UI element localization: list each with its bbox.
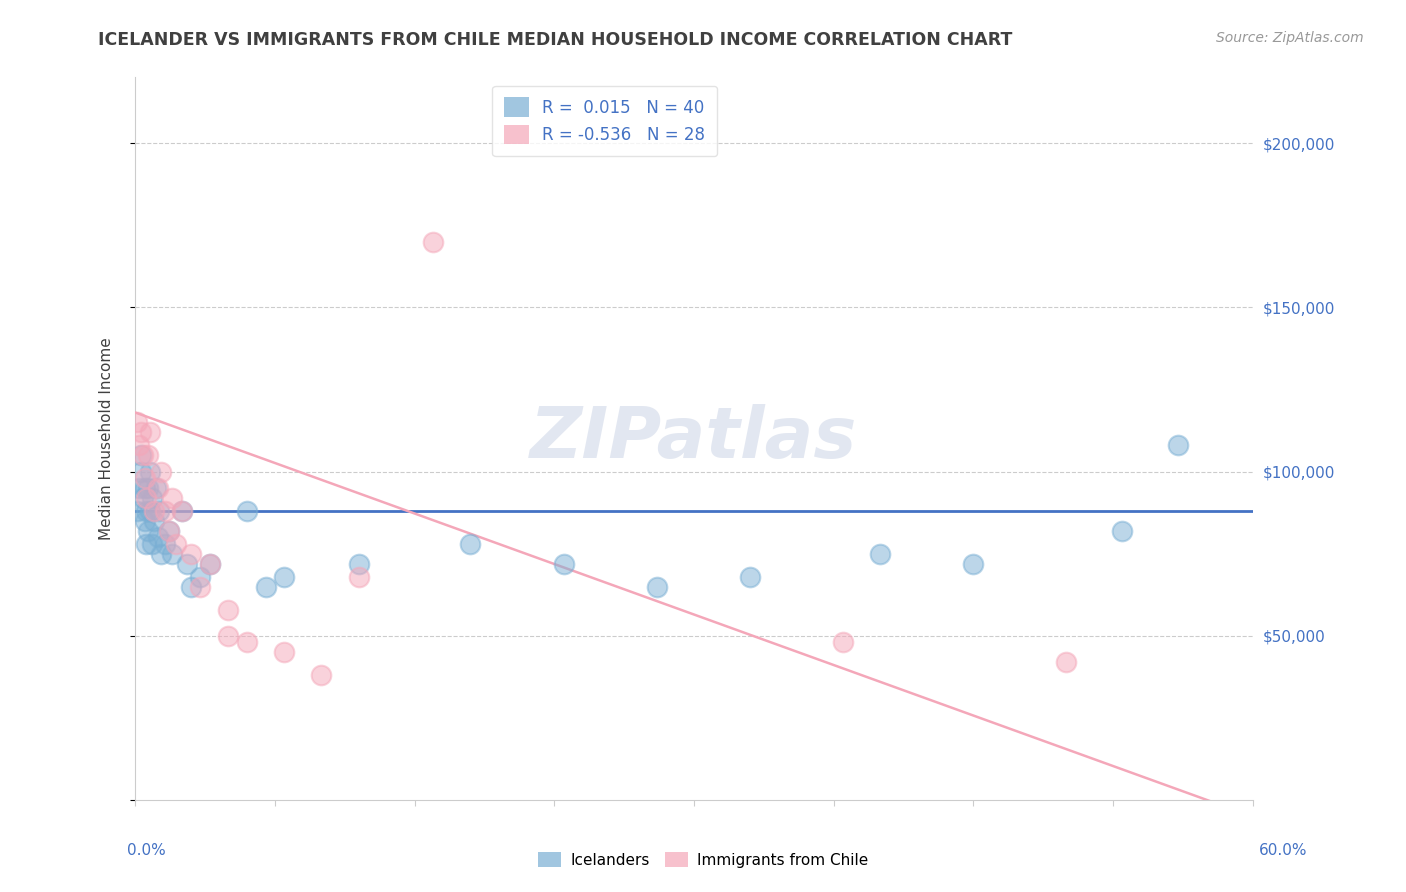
Point [146, 481, 169, 495]
Point [422, 235, 444, 249]
Point [153, 504, 176, 518]
Point [190, 570, 212, 584]
Text: ZIPatlas: ZIPatlas [530, 404, 858, 474]
Point [135, 537, 157, 551]
Point [180, 547, 202, 561]
Point [135, 504, 157, 518]
Point [869, 547, 891, 561]
Point [273, 570, 295, 584]
Point [176, 557, 198, 571]
Point [254, 580, 277, 594]
Point [153, 537, 176, 551]
Point [150, 547, 173, 561]
Point [198, 557, 221, 571]
Text: ICELANDER VS IMMIGRANTS FROM CHILE MEDIAN HOUSEHOLD INCOME CORRELATION CHART: ICELANDER VS IMMIGRANTS FROM CHILE MEDIA… [98, 31, 1012, 49]
Point [832, 635, 855, 649]
Text: 60.0%: 60.0% [1260, 843, 1308, 858]
Point [131, 491, 153, 505]
Point [1167, 438, 1189, 452]
Point [170, 504, 193, 518]
Point [125, 415, 148, 429]
Point [148, 504, 170, 518]
Point [217, 629, 239, 643]
Point [142, 514, 165, 528]
Point [962, 557, 984, 571]
Point [136, 524, 159, 538]
Legend: R =  0.015   N = 40, R = -0.536   N = 28: R = 0.015 N = 40, R = -0.536 N = 28 [492, 86, 717, 156]
Point [1111, 524, 1133, 538]
Point [134, 471, 156, 485]
Point [347, 570, 370, 584]
Point [129, 425, 152, 440]
Point [553, 557, 575, 571]
Point [198, 557, 221, 571]
Point [162, 491, 184, 505]
Text: Source: ZipAtlas.com: Source: ZipAtlas.com [1216, 31, 1364, 45]
Point [128, 438, 150, 452]
Point [190, 580, 212, 594]
Point [217, 602, 239, 616]
Point [146, 530, 169, 544]
Point [145, 481, 167, 495]
Point [150, 465, 173, 479]
Point [311, 668, 333, 682]
Point [131, 448, 153, 462]
Point [273, 645, 295, 659]
Point [157, 524, 180, 538]
Point [139, 425, 162, 440]
Point [347, 557, 370, 571]
Point [142, 504, 165, 518]
Point [129, 448, 152, 462]
Point [135, 491, 157, 505]
Point [139, 504, 162, 518]
Legend: Icelanders, Immigrants from Chile: Icelanders, Immigrants from Chile [531, 846, 875, 873]
Point [125, 504, 148, 518]
Text: 0.0%: 0.0% [127, 843, 166, 858]
Point [157, 524, 180, 538]
Point [141, 491, 163, 505]
Point [236, 635, 259, 649]
Point [136, 481, 159, 495]
Point [136, 448, 159, 462]
Point [738, 570, 761, 584]
Point [170, 504, 193, 518]
Point [165, 537, 187, 551]
Y-axis label: Median Household Income: Median Household Income [100, 337, 114, 541]
Point [139, 465, 162, 479]
Point [1054, 655, 1077, 669]
Point [134, 514, 156, 528]
Point [134, 481, 156, 495]
Point [236, 504, 259, 518]
Point [180, 580, 202, 594]
Point [162, 547, 184, 561]
Point [645, 580, 668, 594]
Point [460, 537, 482, 551]
Point [128, 481, 150, 495]
Point [129, 465, 152, 479]
Point [141, 537, 163, 551]
